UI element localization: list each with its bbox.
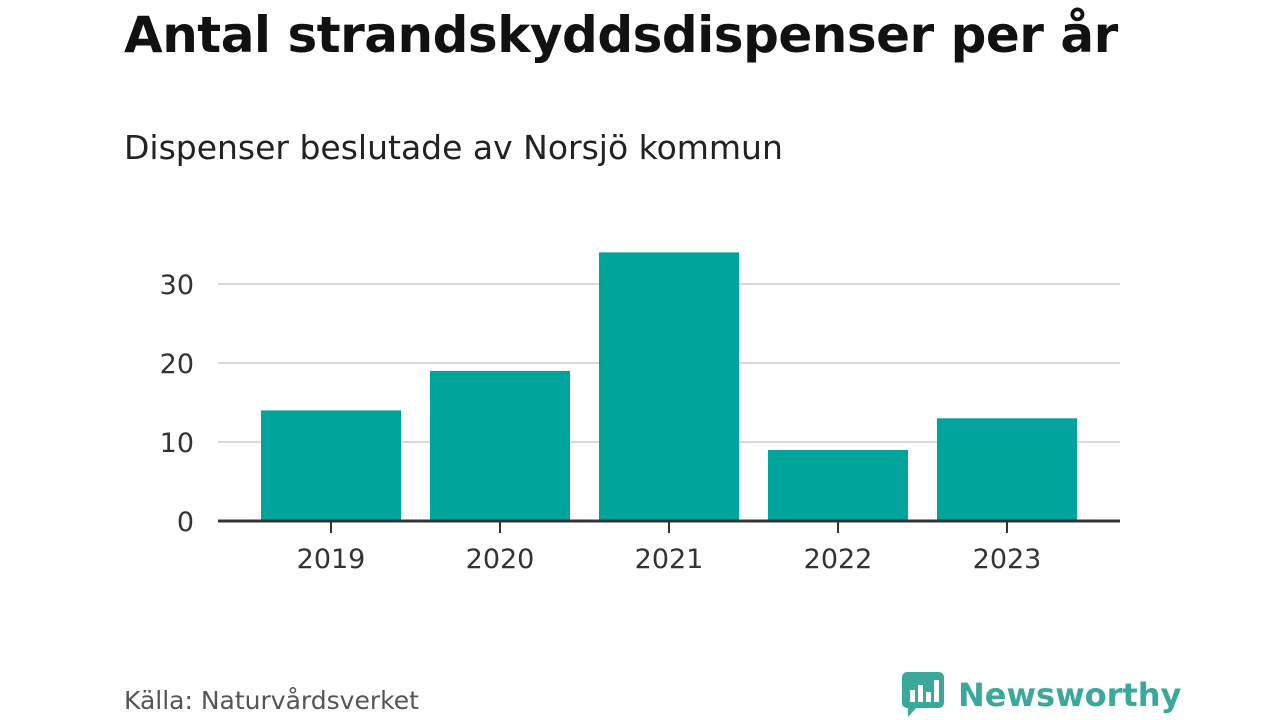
bar-2020 — [430, 370, 570, 521]
y-tick-label: 10 — [160, 428, 194, 459]
x-tick-label: 2023 — [973, 544, 1042, 575]
brand: Newsworthy — [902, 670, 1181, 720]
x-tick-label: 2019 — [297, 544, 366, 575]
bar-2023 — [937, 418, 1077, 521]
chart-subtitle: Dispenser beslutade av Norsjö kommun — [124, 128, 783, 167]
x-tick-label: 2022 — [804, 544, 873, 575]
x-tick-label: 2020 — [466, 544, 535, 575]
y-tick-label: 0 — [177, 507, 194, 538]
brand-name: Newsworthy — [958, 676, 1182, 714]
bar-2019 — [261, 410, 401, 521]
source-note: Källa: Naturvårdsverket — [124, 686, 419, 715]
chart-title: Antal strandskyddsdispenser per år — [124, 6, 1118, 64]
y-tick-label: 30 — [160, 270, 194, 301]
y-tick-label: 20 — [160, 349, 194, 380]
bar-2021 — [599, 252, 739, 521]
bar-2022 — [768, 449, 908, 521]
newsworthy-logo-icon — [902, 672, 944, 717]
x-tick-label: 2021 — [635, 544, 704, 575]
